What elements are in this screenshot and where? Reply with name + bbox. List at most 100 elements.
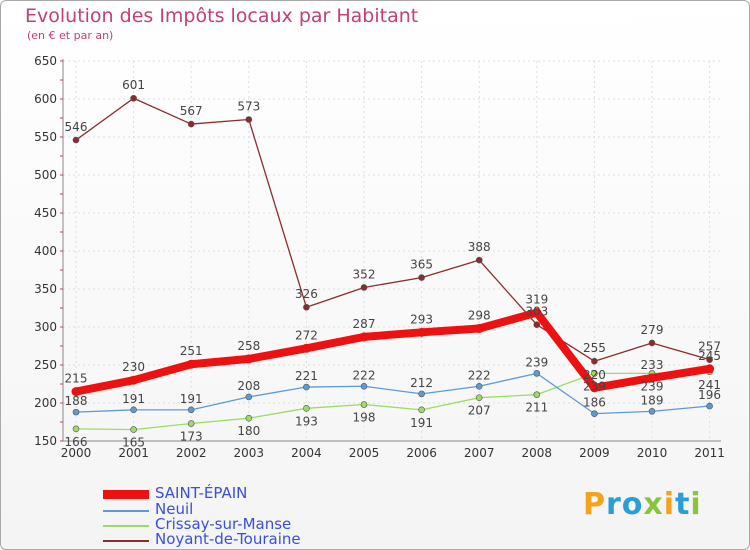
y-tick-label: 300 xyxy=(34,320,57,334)
chart-title: Evolution des Impôts locaux par Habitant xyxy=(25,5,419,27)
data-label: 207 xyxy=(468,404,491,418)
data-point xyxy=(360,284,368,291)
data-point xyxy=(591,410,598,417)
data-label: 567 xyxy=(180,104,203,118)
data-label: 239 xyxy=(525,355,548,369)
data-point xyxy=(72,136,80,144)
data-point xyxy=(72,425,80,433)
y-tick-label: 500 xyxy=(34,168,57,182)
data-point xyxy=(186,359,196,369)
y-tick-label: 600 xyxy=(34,92,57,106)
x-tick-label: 2000 xyxy=(61,446,92,460)
y-tick-label: 250 xyxy=(34,358,57,372)
data-point xyxy=(418,406,425,414)
data-label: 222 xyxy=(353,368,376,382)
data-point xyxy=(705,364,715,374)
x-tick-label: 2011 xyxy=(694,446,725,460)
data-point xyxy=(533,391,541,398)
y-tick-label: 450 xyxy=(34,206,57,220)
x-tick-label: 2002 xyxy=(176,446,207,460)
data-point xyxy=(244,354,254,364)
data-label: 193 xyxy=(295,414,318,428)
series-line xyxy=(75,371,710,431)
data-point xyxy=(71,387,81,397)
data-point xyxy=(72,408,80,416)
data-label: 191 xyxy=(180,392,203,406)
data-point xyxy=(130,406,137,414)
data-label: 279 xyxy=(641,323,664,337)
data-label: 186 xyxy=(583,396,606,410)
data-label: 352 xyxy=(353,267,376,281)
data-point xyxy=(474,324,484,334)
data-label: 241 xyxy=(698,378,721,392)
data-label: 601 xyxy=(122,78,145,92)
data-point xyxy=(245,414,253,422)
data-point xyxy=(130,94,137,102)
data-label: 239 xyxy=(641,379,664,393)
data-point xyxy=(187,406,195,414)
data-label: 298 xyxy=(468,309,491,323)
data-point xyxy=(303,405,310,412)
data-point xyxy=(301,343,311,353)
legend-label-crissay: Crissay-sur-Manse xyxy=(155,515,292,533)
x-tick-label: 2001 xyxy=(118,446,149,460)
data-label: 326 xyxy=(295,287,318,301)
x-tick-label: 2010 xyxy=(637,446,668,460)
data-label: 573 xyxy=(237,100,260,114)
legend-label-noyant: Noyant-de-Touraine xyxy=(155,530,301,548)
y-tick-label: 400 xyxy=(34,244,57,258)
data-point xyxy=(647,373,657,383)
data-label: 233 xyxy=(641,358,664,372)
data-label: 173 xyxy=(180,430,203,444)
data-label: 208 xyxy=(237,379,260,393)
data-point xyxy=(245,116,253,123)
legend-swatch-saint-epain xyxy=(103,490,149,499)
data-label: 255 xyxy=(583,341,606,355)
data-label: 319 xyxy=(525,293,548,307)
data-point xyxy=(475,256,483,264)
data-label: 166 xyxy=(65,435,88,449)
brand-letter: P xyxy=(583,487,606,522)
chart-subtitle: (en € et par an) xyxy=(27,29,114,42)
y-tick-label: 200 xyxy=(34,396,57,410)
y-tick-label: 350 xyxy=(34,282,57,296)
x-tick-label: 2007 xyxy=(464,446,495,460)
legend-swatch-noyant xyxy=(103,540,149,542)
data-label: 215 xyxy=(65,372,88,386)
legend-label-neuil: Neuil xyxy=(155,500,194,518)
data-point xyxy=(418,274,425,281)
data-label: 245 xyxy=(698,349,721,363)
data-label: 222 xyxy=(468,368,491,382)
data-label: 239 xyxy=(583,379,606,393)
series-line xyxy=(75,97,710,362)
brand-letter: r xyxy=(606,487,622,522)
x-tick-label: 2004 xyxy=(291,446,322,460)
data-label: 196 xyxy=(698,388,721,402)
data-point xyxy=(187,420,195,427)
data-label: 293 xyxy=(410,312,433,326)
data-label: 191 xyxy=(410,416,433,430)
data-label: 221 xyxy=(295,369,318,383)
data-label: 198 xyxy=(353,411,376,425)
data-label: 211 xyxy=(525,401,548,415)
data-point xyxy=(245,393,253,401)
data-point xyxy=(360,401,368,408)
data-point xyxy=(589,383,599,393)
brand-letter: i xyxy=(690,487,702,522)
proxiti-logo: Proxiti xyxy=(583,487,702,522)
data-point xyxy=(359,332,369,342)
brand-letter: x xyxy=(643,487,664,522)
data-label: 220 xyxy=(583,368,606,382)
data-label: 230 xyxy=(122,360,145,374)
brand-letter: i xyxy=(663,487,676,522)
data-point xyxy=(532,308,542,318)
x-tick-label: 2006 xyxy=(406,446,437,460)
data-label: 180 xyxy=(237,424,260,438)
data-label: 546 xyxy=(65,120,88,134)
data-point xyxy=(360,382,368,390)
data-label: 287 xyxy=(353,317,376,331)
data-label: 251 xyxy=(180,344,203,358)
y-tick-label: 550 xyxy=(34,130,57,144)
data-label: 257 xyxy=(698,340,721,354)
